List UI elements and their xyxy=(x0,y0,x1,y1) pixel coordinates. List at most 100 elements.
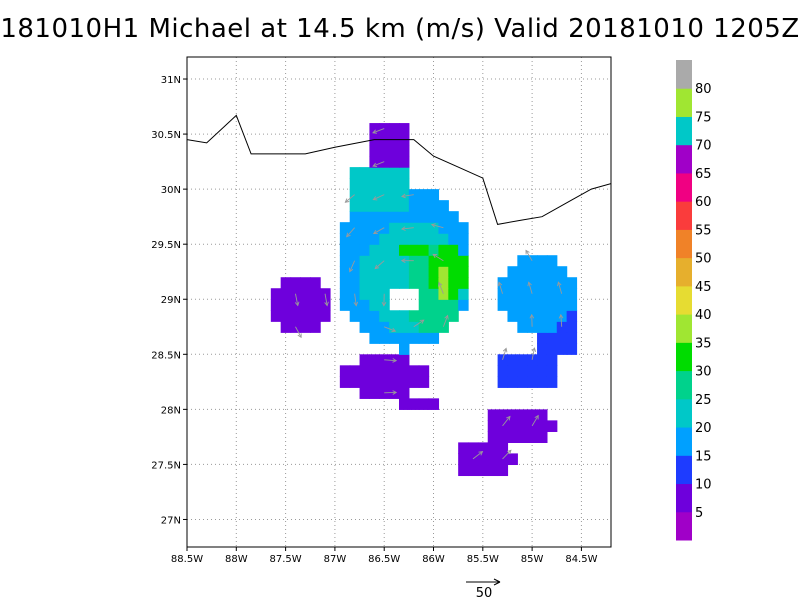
wind-cell xyxy=(566,343,578,355)
wind-cell xyxy=(527,365,538,377)
wind-cell xyxy=(359,167,371,179)
wind-vector-head xyxy=(391,327,397,333)
wind-vector xyxy=(560,314,563,327)
wind-cell xyxy=(428,288,440,300)
wind-cell xyxy=(458,222,469,234)
wind-cell xyxy=(290,277,301,289)
wind-vector xyxy=(438,282,444,294)
wind-cell xyxy=(389,310,400,322)
wind-cell xyxy=(359,178,371,190)
wind-cell xyxy=(369,123,380,135)
wind-cell xyxy=(399,332,410,344)
wind-cell xyxy=(369,211,380,223)
wind-vector-head xyxy=(506,449,512,455)
wind-cell xyxy=(280,299,292,311)
wind-cell xyxy=(448,266,459,278)
wind-cell xyxy=(477,442,489,455)
colorbar-label: 55 xyxy=(695,223,712,238)
wind-cell xyxy=(389,277,400,289)
wind-cell xyxy=(349,365,361,377)
colorbar-label: 40 xyxy=(695,308,712,323)
wind-cell xyxy=(556,332,568,344)
wind-cell xyxy=(566,332,578,344)
y-tick-label: 31N xyxy=(161,75,181,86)
wind-cell xyxy=(379,178,390,190)
colorbar-segment xyxy=(676,314,692,343)
wind-cell xyxy=(418,288,430,300)
wind-cell xyxy=(389,189,400,201)
wind-cell xyxy=(418,332,430,344)
wind-cell xyxy=(546,266,558,278)
wind-cell xyxy=(418,222,430,234)
wind-cell xyxy=(389,178,400,190)
wind-vector xyxy=(528,282,533,294)
wind-vector xyxy=(472,451,483,460)
colorbar-segment xyxy=(676,427,692,456)
wind-cell xyxy=(517,354,528,366)
colorbar-label: 25 xyxy=(695,393,712,408)
wind-cell xyxy=(418,310,430,322)
wind-cell xyxy=(399,167,410,179)
wind-cell xyxy=(438,244,449,256)
wind-vector xyxy=(525,250,533,261)
wind-cell xyxy=(389,145,400,157)
wind-vector-head xyxy=(419,319,425,324)
wind-cell xyxy=(349,299,361,311)
wind-cell xyxy=(389,376,400,388)
wind-vector-head xyxy=(381,301,387,307)
wind-cell xyxy=(448,222,459,234)
wind-cell xyxy=(408,244,420,256)
wind-cell xyxy=(507,277,518,289)
wind-cell xyxy=(349,244,361,256)
wind-cell xyxy=(408,398,420,410)
wind-cell xyxy=(507,431,518,443)
wind-cell xyxy=(537,420,548,432)
wind-cell xyxy=(408,266,420,278)
wind-cell xyxy=(339,365,351,377)
colorbar-label: 60 xyxy=(695,195,712,210)
wind-cell xyxy=(428,200,440,212)
wind-cell xyxy=(389,233,400,245)
wind-cell xyxy=(497,442,509,455)
wind-cell xyxy=(369,167,380,179)
x-tick-label: 87.5W xyxy=(270,554,302,565)
wind-cell xyxy=(438,222,449,234)
wind-vector xyxy=(431,224,444,229)
wind-cell xyxy=(507,376,518,388)
wind-cell xyxy=(369,266,380,278)
y-tick-label: 29.5N xyxy=(151,240,181,251)
wind-cell xyxy=(418,376,430,388)
wind-cell xyxy=(458,244,469,256)
wind-cell xyxy=(438,266,449,278)
wind-cell xyxy=(537,310,548,322)
wind-cell xyxy=(349,178,361,190)
wind-cell xyxy=(379,365,390,377)
wind-cell xyxy=(507,266,518,278)
wind-cell xyxy=(359,255,371,267)
wind-cell xyxy=(379,167,390,179)
wind-cell xyxy=(418,398,430,410)
wind-cell xyxy=(517,288,528,300)
wind-cell xyxy=(497,288,509,300)
wind-cell xyxy=(359,299,371,311)
wind-cell xyxy=(369,321,380,333)
x-tick-label: 85.5W xyxy=(467,554,499,565)
wind-vector-head xyxy=(531,347,537,352)
wind-cell xyxy=(280,277,292,289)
wind-cell xyxy=(399,244,410,256)
wind-cell xyxy=(359,277,371,289)
wind-cell xyxy=(399,211,410,223)
wind-cell xyxy=(359,222,371,234)
wind-cell xyxy=(379,277,390,289)
colorbar-segment xyxy=(676,172,692,202)
wind-cell xyxy=(399,222,410,234)
chart-title: 181010H1 Michael at 14.5 km (m/s) Valid … xyxy=(0,14,800,44)
wind-cell xyxy=(556,343,568,355)
wind-vector xyxy=(295,293,299,306)
colorbar-segment xyxy=(676,342,692,372)
colorbar-segment xyxy=(676,88,692,117)
wind-cell xyxy=(527,409,538,421)
wind-cell xyxy=(339,222,351,234)
wind-cell xyxy=(339,277,351,289)
wind-cell xyxy=(379,222,390,234)
